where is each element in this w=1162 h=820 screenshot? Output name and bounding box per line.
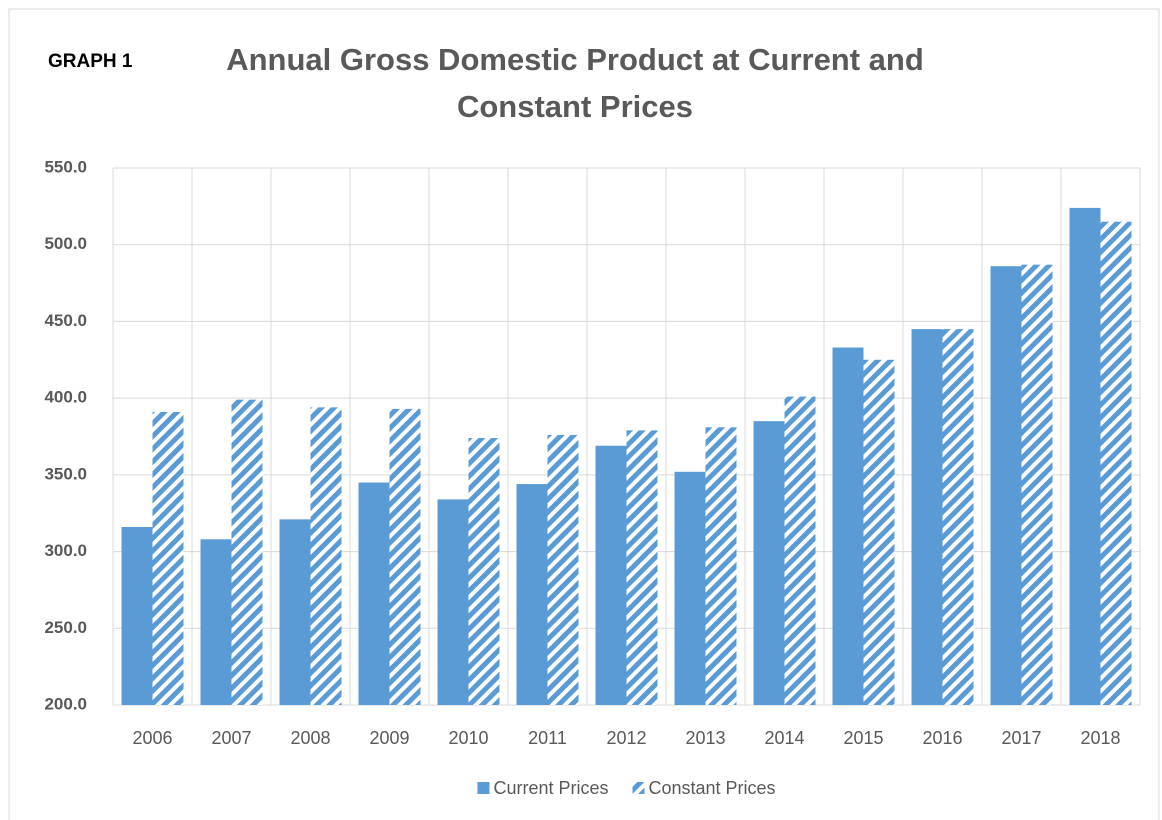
y-tick-label: 550.0 (44, 157, 87, 176)
y-tick-label: 450.0 (44, 311, 87, 330)
y-tick-label: 350.0 (44, 464, 87, 483)
bar (990, 266, 1022, 705)
x-tick-label: 2007 (211, 728, 251, 748)
bar (121, 527, 153, 705)
bar (911, 329, 943, 705)
y-tick-label: 500.0 (44, 234, 87, 253)
bar (279, 519, 311, 705)
y-tick-label: 400.0 (44, 388, 87, 407)
bar (784, 396, 816, 705)
x-tick-label: 2018 (1080, 728, 1120, 748)
x-tick-label: 2011 (528, 728, 567, 748)
x-tick-label: 2016 (922, 728, 962, 748)
bar (832, 347, 864, 705)
legend-swatch (477, 782, 490, 794)
x-tick-label: 2008 (290, 728, 330, 748)
bar (863, 359, 895, 705)
x-tick-label: 2013 (685, 728, 725, 748)
x-tick-label: 2014 (764, 728, 804, 748)
bar (200, 539, 232, 705)
bar (942, 329, 974, 705)
bar (1021, 264, 1053, 705)
bar (389, 408, 421, 705)
bar (231, 399, 263, 705)
title-line: Constant Prices (457, 89, 693, 124)
graph-label: GRAPH 1 (48, 51, 133, 72)
x-tick-label: 2015 (843, 728, 883, 748)
y-tick-label: 250.0 (44, 618, 87, 637)
bar (358, 482, 390, 705)
bar (516, 484, 548, 705)
y-tick-label: 300.0 (44, 541, 87, 560)
bar (705, 427, 737, 705)
y-tick-label: 200.0 (44, 694, 87, 713)
x-tick-label: 2006 (132, 728, 172, 748)
x-tick-label: 2017 (1001, 728, 1041, 748)
legend: Current Prices Constant Prices (477, 778, 776, 798)
bar (626, 430, 658, 705)
x-tick-label: 2012 (606, 728, 646, 748)
bar (547, 434, 579, 705)
legend-swatch (632, 782, 645, 794)
bar (152, 411, 184, 705)
title-line: Annual Gross Domestic Product at Current… (226, 42, 924, 77)
x-tick-label: 2010 (448, 728, 488, 748)
bar (468, 438, 500, 705)
legend-label: Current Prices (493, 778, 608, 798)
bar (753, 421, 785, 705)
bar (674, 471, 706, 705)
bar (1069, 207, 1101, 706)
bar (437, 499, 469, 705)
bar (1100, 221, 1132, 705)
legend-label: Constant Prices (648, 778, 775, 798)
bar (310, 407, 342, 705)
x-tick-label: 2009 (369, 728, 409, 748)
bar (595, 445, 627, 705)
chart-title: Annual Gross Domestic Product at Current… (226, 42, 924, 124)
